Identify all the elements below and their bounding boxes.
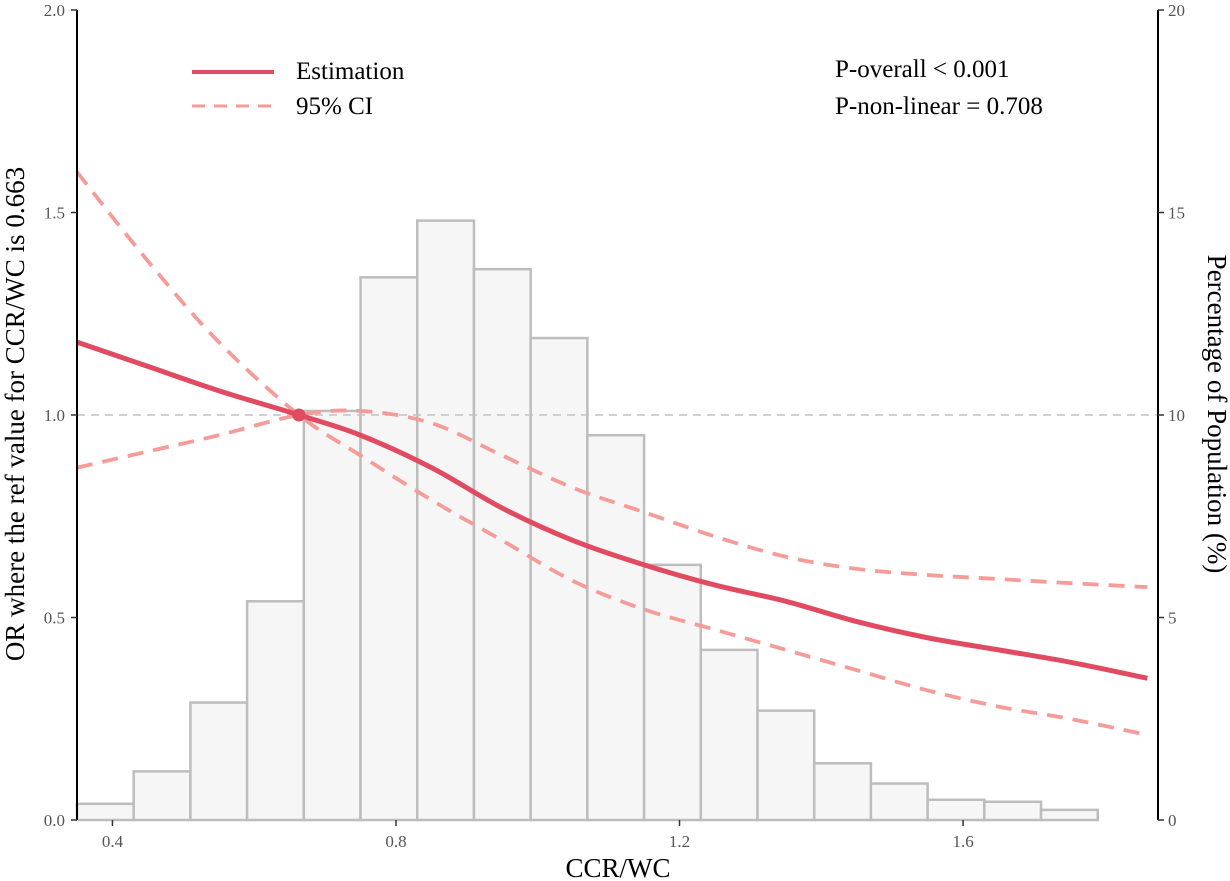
histogram-bar (699, 648, 759, 822)
histogram-bar (642, 563, 703, 822)
y-right-tick-label: 5 (1168, 609, 1177, 628)
y-left-tick-label: 2.0 (44, 1, 65, 20)
y-left-tick-label: 0.0 (44, 811, 65, 830)
y-left-tick-label: 1.0 (44, 406, 65, 425)
p-overall-annotation: P-overall < 0.001 (835, 56, 1010, 83)
histogram-bar (586, 434, 646, 822)
y-left-tick-label: 1.5 (44, 204, 65, 223)
legend: Estimation 95% CI (192, 58, 405, 120)
histogram-bar (926, 798, 986, 822)
y-right-tick-label: 15 (1168, 204, 1185, 223)
histogram-bar (472, 267, 532, 822)
histogram-bar (359, 276, 419, 822)
histogram-bar (189, 701, 249, 822)
x-tick-label: 1.6 (952, 832, 973, 851)
y-right-tick-label: 0 (1168, 811, 1177, 830)
histogram-bars (75, 219, 1099, 822)
x-axis-title: CCR/WC (565, 853, 670, 881)
estimation-line (76, 339, 1148, 681)
y-right-tick-label: 10 (1168, 406, 1185, 425)
histogram-bar (812, 762, 873, 822)
histogram-bar (245, 600, 306, 822)
histogram-bar (983, 800, 1043, 822)
y-axis-right-title: Percentage of Population (%) (1202, 255, 1230, 574)
histogram-bar (302, 409, 362, 822)
x-tick-label: 1.2 (669, 832, 690, 851)
legend-ci-label: 95% CI (296, 93, 373, 120)
y-axis-left-title: OR where the ref value for CCR/WC is 0.6… (0, 167, 30, 661)
p-value-annotations: P-overall < 0.001 P-non-linear = 0.708 (835, 56, 1043, 120)
histogram-bar (75, 802, 135, 822)
axes (71, 9, 1164, 826)
ci-lower-line (76, 408, 1148, 590)
curves (75, 170, 1148, 737)
y-left-tick-label: 0.5 (44, 609, 65, 628)
x-tick-label: 0.4 (102, 832, 124, 851)
histogram-bar (756, 709, 816, 822)
ci-upper-line (75, 170, 1148, 737)
histogram-bar (1039, 808, 1099, 822)
histogram-bar (132, 770, 192, 822)
histogram-bar (869, 782, 929, 822)
histogram-bar (529, 336, 589, 822)
x-tick-label: 0.8 (385, 832, 406, 851)
p-nonlinear-annotation: P-non-linear = 0.708 (835, 93, 1043, 120)
reference-point (292, 408, 306, 422)
y-right-tick-label: 20 (1168, 1, 1185, 20)
legend-estimation-label: Estimation (296, 58, 405, 85)
tick-labels: 0.0 0.5 1.0 1.5 2.0 0 5 10 15 20 0.4 0.8 1.2 1.6 (44, 1, 1185, 851)
